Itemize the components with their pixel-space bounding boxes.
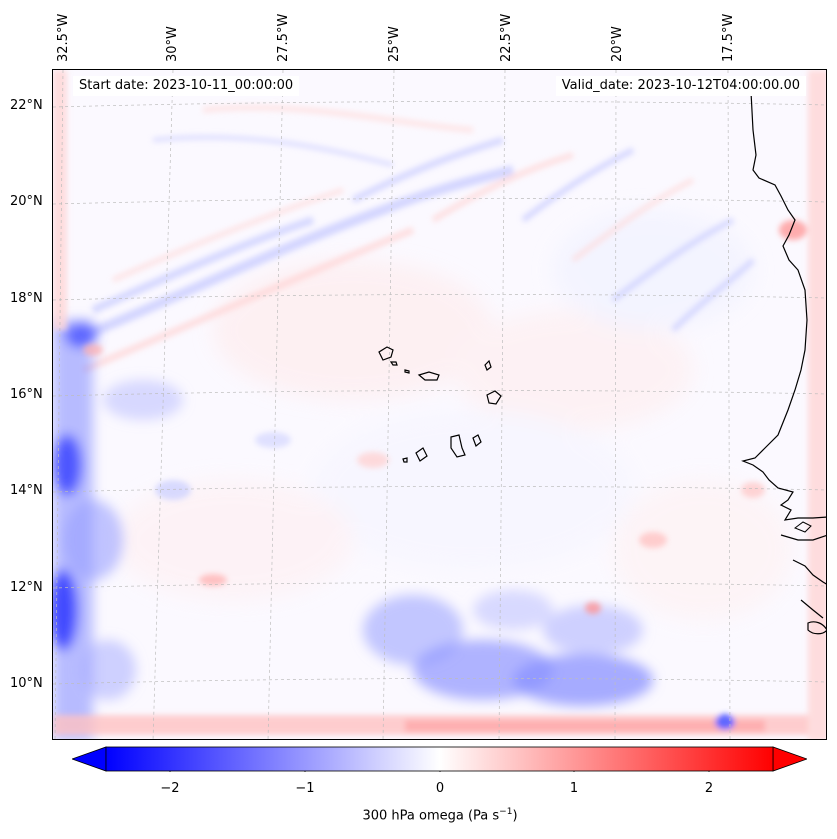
start-date-label: Start date: 2023-10-11_00:00:00 [73, 76, 300, 96]
coastline-west-africa [741, 91, 826, 521]
omega-field [53, 70, 826, 739]
island-santiago [450, 434, 466, 458]
lat-label-10n: 10°N [10, 676, 43, 691]
lat-label-16n: 16°N [10, 387, 43, 402]
colorbar-tick-1: 1 [569, 781, 579, 796]
colorbar-tick-neg1: −1 [295, 781, 315, 796]
island-sao-nicolau [417, 371, 440, 381]
lon-label-20w: 20°W [610, 26, 625, 62]
lat-label-12n: 12°N [10, 580, 43, 595]
colorbar-min-arrow [72, 746, 107, 772]
colorbar-label-text: 300 hPa omega (Pa s [362, 808, 500, 824]
colorbar-tick-0: 0 [435, 781, 445, 796]
colorbar-label-exponent: −1 [499, 807, 513, 817]
lon-label-25w: 25°W [387, 26, 402, 62]
island-maio [472, 434, 482, 447]
colorbar-label: 300 hPa omega (Pa s−1) [0, 807, 837, 823]
island-fogo [415, 447, 428, 462]
colorbar-max-arrow [772, 746, 807, 772]
island-sao-vicente [389, 361, 398, 366]
coastline-guinea [792, 559, 826, 585]
coastline-island-south [807, 621, 826, 635]
valid-date-label: Valid_date: 2023-10-12T04:00:00.00 [555, 76, 806, 96]
lat-label-22n: 22°N [10, 98, 43, 113]
lat-label-20n: 20°N [10, 194, 43, 209]
lon-label-32-5w: 32.5°W [56, 13, 71, 62]
island-brava [402, 457, 408, 463]
island-boa-vista [486, 390, 502, 405]
lon-label-27-5w: 27.5°W [276, 13, 291, 62]
map-panel: Start date: 2023-10-11_00:00:00 Valid_da… [52, 69, 827, 740]
cape-verde-islands [378, 346, 502, 463]
island-santo-antao [378, 346, 394, 361]
coastline-guinea-bissau [780, 534, 826, 541]
coastline-islands-bissagos [800, 599, 824, 619]
colorbar [72, 746, 807, 772]
coastline-gambia [793, 521, 812, 533]
island-santa-luzia [404, 369, 410, 374]
lat-label-18n: 18°N [10, 291, 43, 306]
colorbar-tick-neg2: −2 [160, 781, 180, 796]
graticule [53, 70, 826, 739]
colorbar-gradient [105, 746, 774, 772]
lat-label-14n: 14°N [10, 483, 43, 498]
lon-label-17-5w: 17.5°W [721, 13, 736, 62]
lon-label-30w: 30°W [165, 26, 180, 62]
colorbar-tick-2: 2 [704, 781, 714, 796]
colorbar-label-close: ) [512, 808, 518, 824]
lon-label-22-5w: 22.5°W [499, 13, 514, 62]
island-sal [484, 359, 492, 371]
